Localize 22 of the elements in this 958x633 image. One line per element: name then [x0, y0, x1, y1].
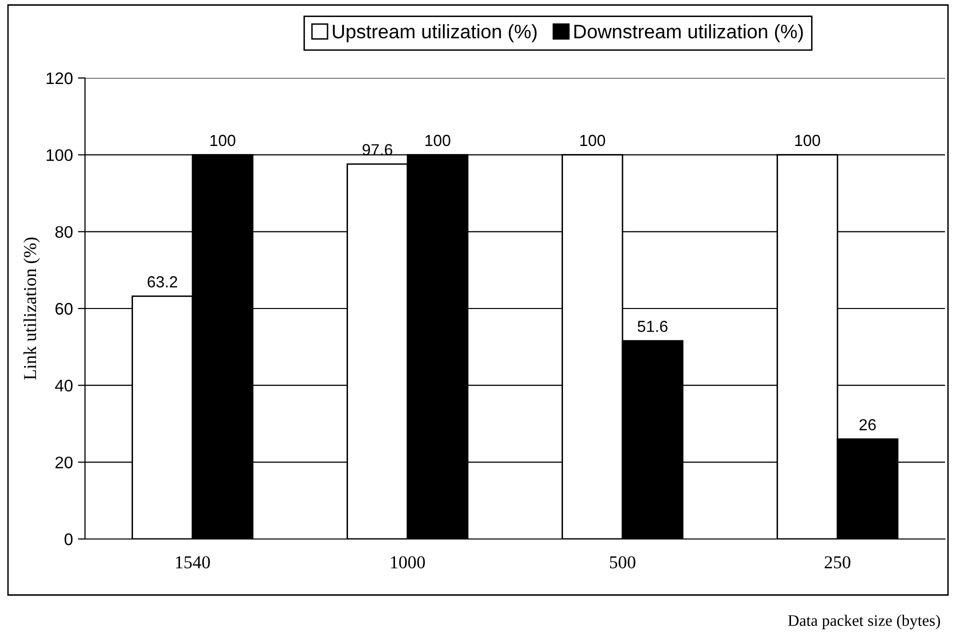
- data-label: 100: [580, 134, 606, 146]
- y-tick-label: 0: [64, 533, 73, 546]
- y-tick-label: 120: [46, 72, 73, 84]
- data-label: 51.6: [638, 320, 668, 332]
- data-label: 100: [210, 134, 236, 146]
- data-label: 63.2: [148, 276, 178, 288]
- y-tick-label: 60: [56, 302, 73, 315]
- x-tick-label: 1000: [391, 556, 425, 568]
- legend-label: Downstream utilization (%): [574, 24, 803, 42]
- data-label: 26: [860, 419, 876, 430]
- x-tick-label: 250: [824, 556, 850, 568]
- x-axis-title: Data packet size (bytes): [788, 614, 940, 630]
- x-tick-label: 500: [610, 556, 636, 568]
- y-tick-label: 20: [55, 456, 73, 468]
- y-tick-label: 40: [55, 380, 73, 392]
- x-tick-label: 1540: [176, 556, 210, 568]
- data-label: 100: [425, 134, 450, 146]
- data-label: 100: [795, 134, 820, 146]
- y-tick-label: 100: [46, 149, 73, 162]
- y-tick-label: 80: [55, 226, 73, 238]
- legend-label: Upstream utilization (%): [332, 24, 537, 42]
- y-axis-title: Link utilization (%): [23, 238, 40, 380]
